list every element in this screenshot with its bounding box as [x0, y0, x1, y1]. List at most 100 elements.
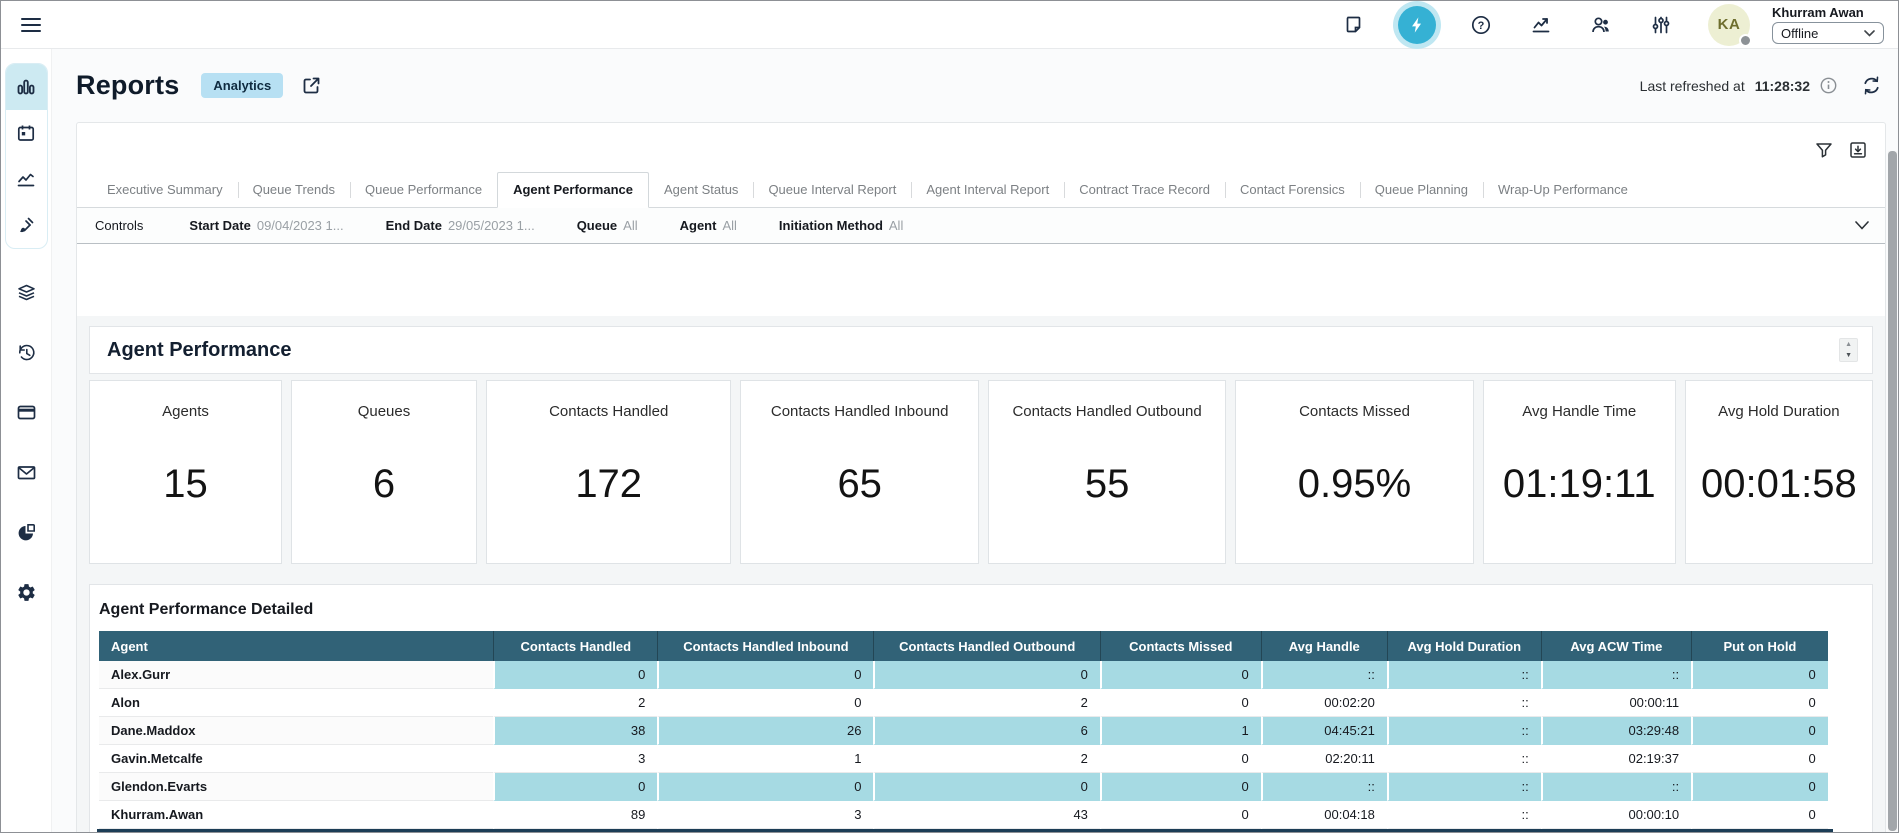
tab-queue-planning[interactable]: Queue Planning: [1359, 173, 1483, 207]
tab-wrap-up-performance[interactable]: Wrap-Up Performance: [1483, 173, 1643, 207]
filter-value: All: [888, 218, 904, 233]
kpi-label: Contacts Handled Outbound: [1012, 403, 1202, 420]
value-cell: 0: [1099, 745, 1261, 773]
value-cell: 0: [493, 773, 658, 801]
value-cell: 02:19:37: [1540, 745, 1692, 773]
kpi-label: Contacts Missed: [1299, 403, 1410, 420]
status-value: Offline: [1781, 25, 1819, 41]
column-header-contacts-handled-outbound[interactable]: Contacts Handled Outbound: [873, 631, 1100, 661]
reports-card: Executive Summary Queue Trends Queue Perfo…: [76, 122, 1886, 832]
sidebar-item-browser[interactable]: [5, 391, 48, 434]
value-cell: 04:45:21: [1260, 717, 1387, 745]
lightning-icon[interactable]: [1398, 5, 1436, 44]
sidebar-item-layers[interactable]: [5, 271, 48, 314]
filter-value: All: [623, 218, 638, 233]
value-cell: ::: [1386, 801, 1541, 829]
value-cell: 1: [657, 745, 874, 773]
column-header-avg-hold-duration[interactable]: Avg Hold Duration: [1386, 631, 1541, 661]
value-cell: ::: [1386, 661, 1541, 689]
download-icon[interactable]: [1849, 141, 1867, 159]
sliders-icon[interactable]: [1642, 6, 1680, 44]
vertical-scrollbar[interactable]: [1888, 151, 1897, 831]
value-cell: 02:20:11: [1260, 745, 1387, 773]
column-header-contacts-handled[interactable]: Contacts Handled: [493, 631, 658, 661]
table-row: Dane.Maddox 38 26 6 1 04:45:21:: 03:29:48 0: [99, 717, 1828, 745]
agent-name-cell: Gavin.Metcalfe: [99, 745, 494, 773]
sidebar-item-settings[interactable]: [5, 571, 48, 614]
table-bottom-edge: [97, 829, 1833, 832]
column-header-contacts-missed[interactable]: Contacts Missed: [1099, 631, 1261, 661]
agent-name-cell: Alex.Gurr: [99, 661, 494, 689]
sidebar-item-designer[interactable]: [6, 202, 47, 248]
filter-value: 29/05/2023 1...: [447, 218, 535, 233]
kpi-label: Agents: [162, 403, 209, 420]
kpi-label: Queues: [357, 403, 411, 420]
page-header: Reports Analytics Last refreshed at 11:2…: [52, 49, 1898, 122]
help-icon[interactable]: ?: [1462, 6, 1500, 44]
value-cell: 2: [493, 689, 658, 717]
svg-text:?: ?: [1478, 20, 1485, 32]
tab-queue-performance[interactable]: Queue Performance: [349, 173, 497, 207]
sidebar: [1, 49, 52, 832]
column-header-put-on-hold[interactable]: Put on Hold: [1691, 631, 1828, 661]
kpi-label: Contacts Handled Inbound: [770, 403, 949, 420]
filter-icon[interactable]: [1815, 141, 1833, 159]
column-header-agent[interactable]: Agent: [99, 631, 494, 661]
value-cell: 0: [1691, 689, 1828, 717]
status-select[interactable]: Offline: [1772, 22, 1884, 44]
stepper-down-icon[interactable]: ▼: [1840, 350, 1857, 361]
sidebar-item-calendar[interactable]: [6, 110, 47, 156]
controls-collapse-icon[interactable]: [1855, 221, 1869, 230]
column-header-avg-handle[interactable]: Avg Handle: [1260, 631, 1387, 661]
tab-contract-trace-record[interactable]: Contract Trace Record: [1064, 173, 1225, 207]
last-refreshed-label: Last refreshed at: [1639, 77, 1745, 94]
value-cell: 00:00:10: [1540, 801, 1692, 829]
sidebar-item-history[interactable]: [5, 331, 48, 374]
tab-agent-status[interactable]: Agent Status: [663, 182, 739, 197]
kpi-label: Contacts Handled: [549, 403, 669, 420]
value-cell: ::: [1260, 773, 1387, 801]
filter-label: Agent: [679, 218, 717, 233]
filter-queue[interactable]: Queue All: [577, 218, 638, 233]
table-title: Agent Performance Detailed: [99, 601, 314, 618]
kpi-card-avg-handle-time: Avg Handle Time 01:19:11: [1482, 380, 1676, 564]
tab-queue-trends[interactable]: Queue Trends: [237, 173, 350, 207]
sidebar-item-metrics[interactable]: [6, 156, 47, 202]
filter-end-date[interactable]: End Date 29/05/2023 1...: [386, 218, 535, 233]
column-header-avg-acw-time[interactable]: Avg ACW Time: [1540, 631, 1692, 661]
column-header-contacts-handled-inbound[interactable]: Contacts Handled Inbound: [657, 631, 874, 661]
kpi-card-contacts-handled: Contacts Handled 172: [485, 380, 732, 564]
kpi-value: 172: [575, 462, 643, 506]
stepper-up-icon[interactable]: ▲: [1840, 339, 1857, 350]
value-cell: ::: [1386, 773, 1541, 801]
avatar[interactable]: KA: [1708, 3, 1752, 47]
external-link-icon[interactable]: [301, 75, 322, 96]
tab-executive-summary[interactable]: Executive Summary: [107, 182, 223, 197]
sidebar-item-reports[interactable]: [5, 64, 47, 110]
sidebar-item-pie-reports[interactable]: [5, 511, 48, 554]
metrics-icon[interactable]: [1522, 6, 1560, 44]
tab-contact-forensics[interactable]: Contact Forensics: [1224, 173, 1360, 207]
kpi-value: 65: [837, 462, 882, 506]
refresh-icon[interactable]: [1861, 75, 1882, 96]
tab-queue-interval-report[interactable]: Queue Interval Report: [753, 173, 911, 207]
kpi-value: 55: [1084, 462, 1130, 506]
section-title: Agent Performance: [107, 338, 292, 361]
sidebar-item-mail[interactable]: [5, 451, 48, 494]
filter-value: 09/04/2023 1...: [256, 218, 344, 233]
value-cell: 2: [873, 689, 1100, 717]
note-icon[interactable]: [1334, 6, 1372, 44]
menu-icon[interactable]: [15, 9, 47, 41]
filter-agent[interactable]: Agent All: [680, 218, 737, 233]
sidebar-lower: [5, 271, 48, 614]
agent-performance-table: Agent Contacts Handled Contacts Handled In…: [99, 631, 1828, 832]
kpi-value: 0.95%: [1297, 462, 1412, 506]
info-icon[interactable]: [1820, 77, 1837, 94]
tab-agent-interval-report[interactable]: Agent Interval Report: [911, 173, 1064, 207]
filter-initiation-method[interactable]: Initiation Method All: [779, 218, 903, 233]
users-icon[interactable]: [1582, 6, 1620, 44]
filter-start-date[interactable]: Start Date 09/04/2023 1...: [189, 218, 343, 233]
kpi-card-contacts-handled-inbound: Contacts Handled Inbound 65: [740, 380, 979, 564]
last-refreshed-time: 11:28:32: [1754, 77, 1810, 94]
tab-agent-performance[interactable]: Agent Performance: [497, 172, 649, 208]
